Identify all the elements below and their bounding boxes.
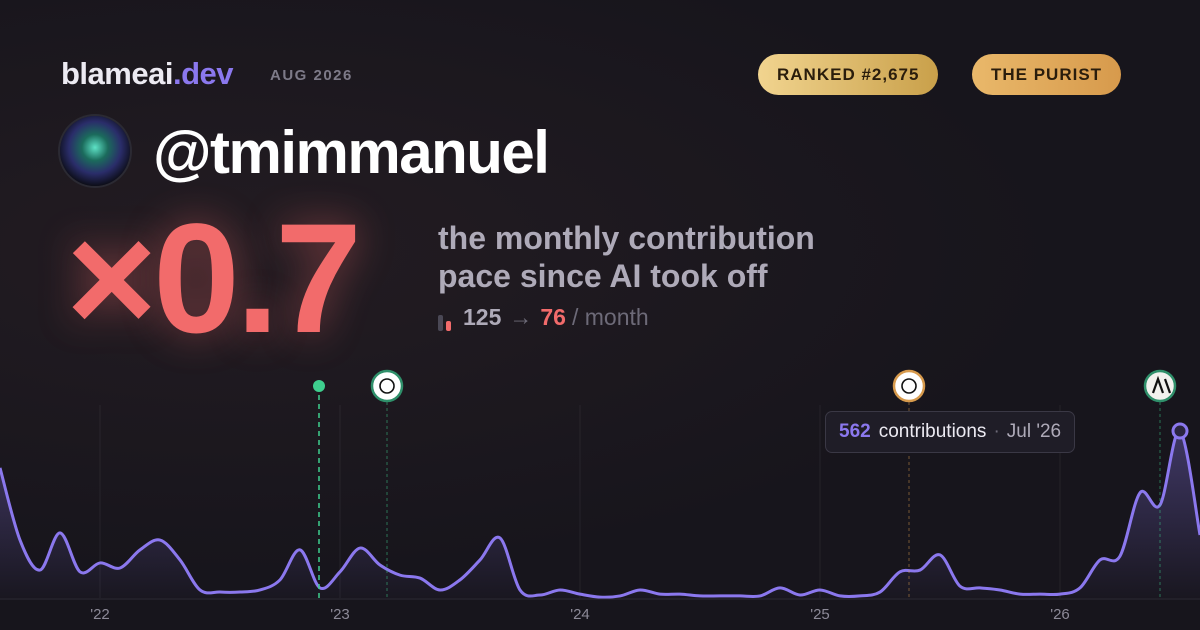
line <box>0 429 1200 599</box>
tooltip-count: 562 <box>839 421 871 442</box>
description: the monthly contribution <box>438 220 815 256</box>
tooltip-date: Jul '26 <box>1006 421 1062 442</box>
brand-tld: .dev <box>172 56 234 91</box>
mini-bar <box>446 321 451 331</box>
event-icon <box>892 369 926 403</box>
pace-unit: / month <box>571 304 649 330</box>
description: pace since AI took off <box>438 258 768 294</box>
x-tick-label: '23 <box>330 606 350 623</box>
date: AUG 2026 <box>270 67 353 84</box>
x-tick-label: '22 <box>90 606 110 623</box>
pace-before: 125 <box>463 304 502 330</box>
event-icon-glyph <box>1151 375 1172 394</box>
pace-after: 76 <box>540 304 566 330</box>
pace: 125 → 76/ month <box>438 304 649 331</box>
tooltip-separator: · <box>993 421 1000 442</box>
event-dot <box>313 380 325 392</box>
brand-name: blameai <box>61 56 173 91</box>
x-tick-label: '24 <box>570 606 590 623</box>
x-tick-label: '26 <box>1050 606 1070 623</box>
pace-arrow: → <box>509 304 533 330</box>
event-icon-glyph <box>379 378 395 394</box>
badge: RANKED #2,675 <box>758 54 939 95</box>
handle: @tmimmanuel <box>153 119 550 186</box>
peak-marker <box>1171 422 1189 440</box>
x-tick-label: '25 <box>810 606 830 623</box>
brand: blameai.dev <box>61 56 233 92</box>
avatar <box>60 116 130 186</box>
badge: THE PURIST <box>972 54 1122 95</box>
event-icon-glyph <box>901 378 917 394</box>
mini-bar <box>438 315 443 331</box>
multiplier: ×0.7 <box>66 192 362 366</box>
tooltip-unit: contributions <box>878 421 987 442</box>
tooltip: 562 contributions · Jul '26 <box>825 411 1076 453</box>
area <box>0 430 1200 598</box>
event-icon <box>370 369 404 403</box>
